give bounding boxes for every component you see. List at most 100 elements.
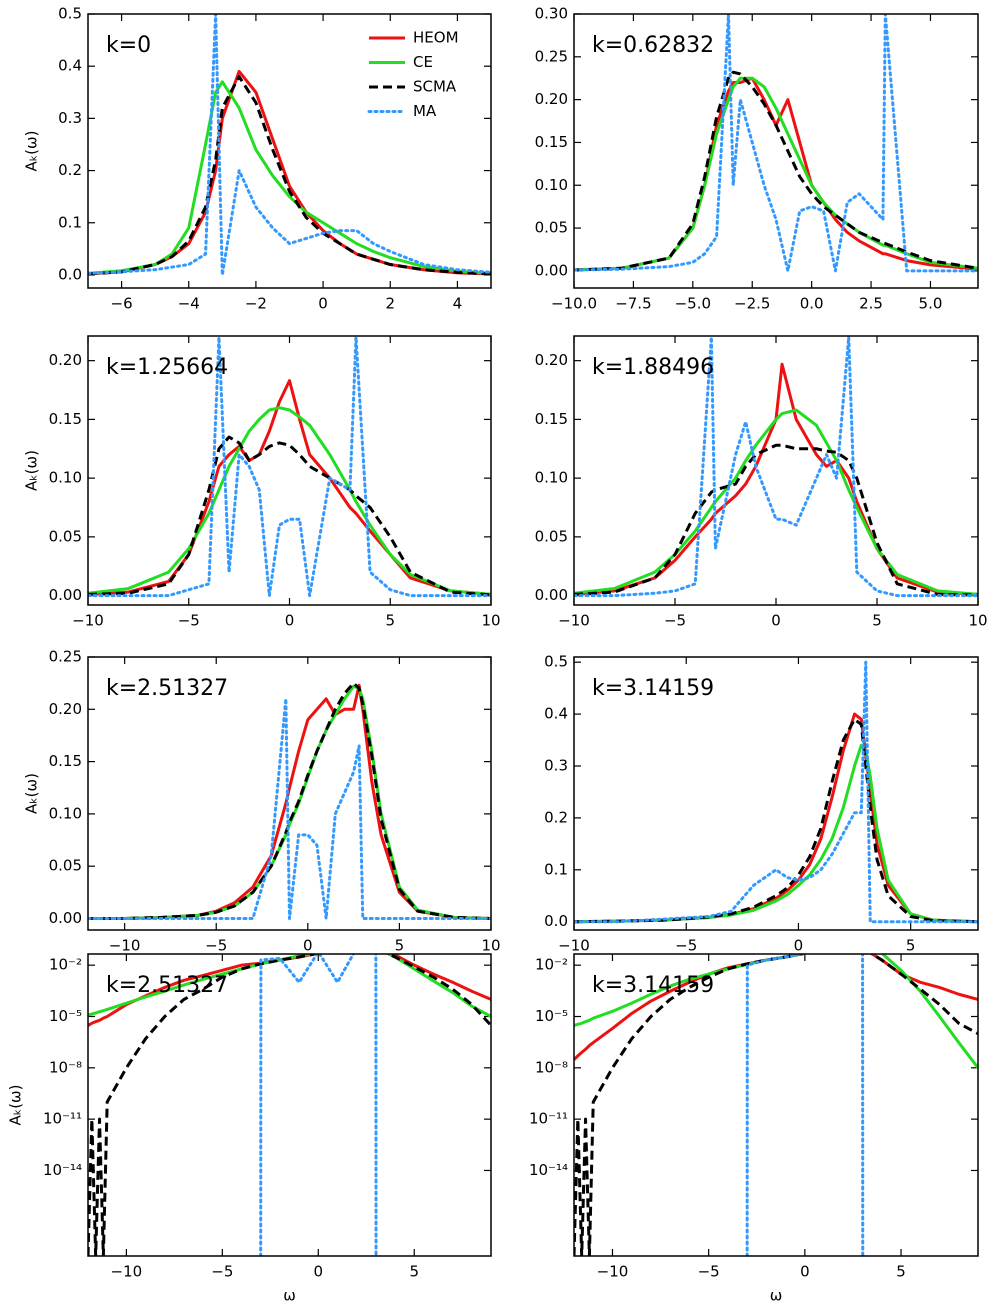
- y-tick-label: 0.05: [49, 527, 82, 545]
- plot-frame: [573, 953, 979, 1257]
- y-tick-label: 10⁻¹⁴: [43, 1161, 82, 1179]
- x-tick-label: −7.5: [615, 295, 651, 313]
- x-tick-label: 0: [303, 937, 313, 955]
- y-tick-label: 0.5: [58, 5, 82, 23]
- annotation: k=3.14159: [592, 676, 714, 701]
- y-tick-label: 10⁻²: [49, 956, 82, 974]
- y-tick-label: 0.4: [58, 57, 82, 75]
- y-tick-label: 0.05: [535, 219, 568, 237]
- y-tick-label: 0.20: [49, 700, 82, 718]
- x-tick-label: −5: [664, 612, 686, 630]
- series-line: [574, 408, 978, 596]
- y-tick-label: 0.15: [535, 410, 568, 428]
- x-tick-label: 5: [906, 937, 916, 955]
- series-line: [88, 954, 491, 1256]
- legend-label: SCMA: [413, 78, 457, 96]
- x-tick-label: 2: [385, 295, 395, 313]
- x-tick-label: −10: [109, 937, 141, 955]
- series-line: [574, 14, 978, 273]
- x-tick-label: 0: [285, 612, 295, 630]
- series-line: [574, 712, 978, 924]
- series-line: [574, 743, 978, 924]
- x-axis-label: ω: [770, 1287, 783, 1305]
- y-tick-label: 0.3: [58, 109, 82, 127]
- x-tick-label: 0: [314, 1263, 324, 1281]
- series-line: [259, 954, 378, 1256]
- plot-frame: [87, 335, 492, 606]
- y-axis-label: Aₖ(ω): [23, 450, 41, 491]
- plot-area: [88, 336, 491, 598]
- y-tick-label: 0.00: [535, 586, 568, 604]
- y-tick-label: 0.5: [544, 653, 568, 671]
- y-tick-label: 0.25: [535, 47, 568, 65]
- x-tick-label: 2.5: [859, 295, 883, 313]
- x-tick-label: −10.0: [551, 295, 597, 313]
- y-tick-label: 0.2: [544, 808, 568, 826]
- x-tick-label: 4: [453, 295, 463, 313]
- x-tick-label: −2: [245, 295, 267, 313]
- x-axis-label: ω: [283, 1287, 296, 1305]
- y-tick-label: 0.20: [535, 351, 568, 369]
- x-tick-label: 10: [968, 612, 987, 630]
- x-tick-label: 5: [896, 1263, 906, 1281]
- y-tick-label: 0.15: [49, 410, 82, 428]
- annotation: k=1.25664: [106, 355, 228, 380]
- y-tick-label: 10⁻²: [535, 956, 568, 974]
- x-tick-label: −2.5: [734, 295, 770, 313]
- series-line: [574, 70, 978, 272]
- x-tick-label: 10: [481, 937, 500, 955]
- y-tick-label: 0.05: [49, 857, 82, 875]
- y-tick-label: 0.2: [58, 161, 82, 179]
- x-tick-label: −5: [211, 1263, 233, 1281]
- y-tick-label: 0.1: [544, 860, 568, 878]
- legend-label: CE: [413, 53, 433, 71]
- plot-frame: [573, 656, 979, 931]
- y-tick-label: 0.20: [535, 90, 568, 108]
- y-tick-label: 0.00: [535, 261, 568, 279]
- annotation: k=1.88496: [592, 355, 714, 380]
- y-tick-label: 0.4: [544, 705, 568, 723]
- x-tick-label: 0: [800, 1263, 810, 1281]
- annotation: k=0.62832: [592, 33, 714, 58]
- plot-area: [574, 660, 978, 924]
- x-tick-label: −5: [205, 937, 227, 955]
- y-axis-label: Aₖ(ω): [23, 131, 41, 172]
- x-tick-label: 5: [395, 937, 405, 955]
- x-tick-label: −10: [72, 612, 104, 630]
- series-line: [88, 80, 491, 275]
- series-line: [88, 406, 491, 596]
- y-tick-label: 10⁻¹¹: [43, 1110, 82, 1128]
- y-tick-label: 0.0: [544, 912, 568, 930]
- x-tick-label: 0: [794, 937, 804, 955]
- x-tick-label: 5: [409, 1263, 419, 1281]
- y-tick-label: 0.30: [535, 5, 568, 23]
- series-line: [574, 76, 978, 272]
- series-line: [88, 681, 491, 920]
- x-tick-label: −5.0: [675, 295, 711, 313]
- x-tick-label: −10: [558, 612, 590, 630]
- plot-frame: [87, 656, 492, 931]
- series-line: [88, 14, 491, 277]
- y-axis-label: Aₖ(ω): [7, 1085, 25, 1126]
- y-tick-label: 0.25: [49, 648, 82, 666]
- series-line: [745, 954, 865, 1256]
- series-line: [574, 954, 978, 1256]
- x-tick-label: 0: [318, 295, 328, 313]
- series-line: [88, 75, 491, 276]
- series-line: [88, 379, 491, 596]
- annotation: k=0: [106, 33, 151, 58]
- y-tick-label: 10⁻⁵: [535, 1007, 568, 1025]
- plot-area: [574, 14, 978, 273]
- x-tick-label: −5: [178, 612, 200, 630]
- plot-area: [574, 954, 978, 1256]
- y-tick-label: 10⁻¹⁴: [529, 1161, 568, 1179]
- x-tick-label: 0: [771, 612, 781, 630]
- y-tick-label: 10⁻⁸: [49, 1058, 82, 1076]
- plot-area: [88, 954, 491, 1256]
- plot-frame: [573, 13, 979, 289]
- y-tick-label: 0.10: [49, 469, 82, 487]
- plot-frame: [87, 13, 492, 289]
- y-tick-label: 0.1: [58, 213, 82, 231]
